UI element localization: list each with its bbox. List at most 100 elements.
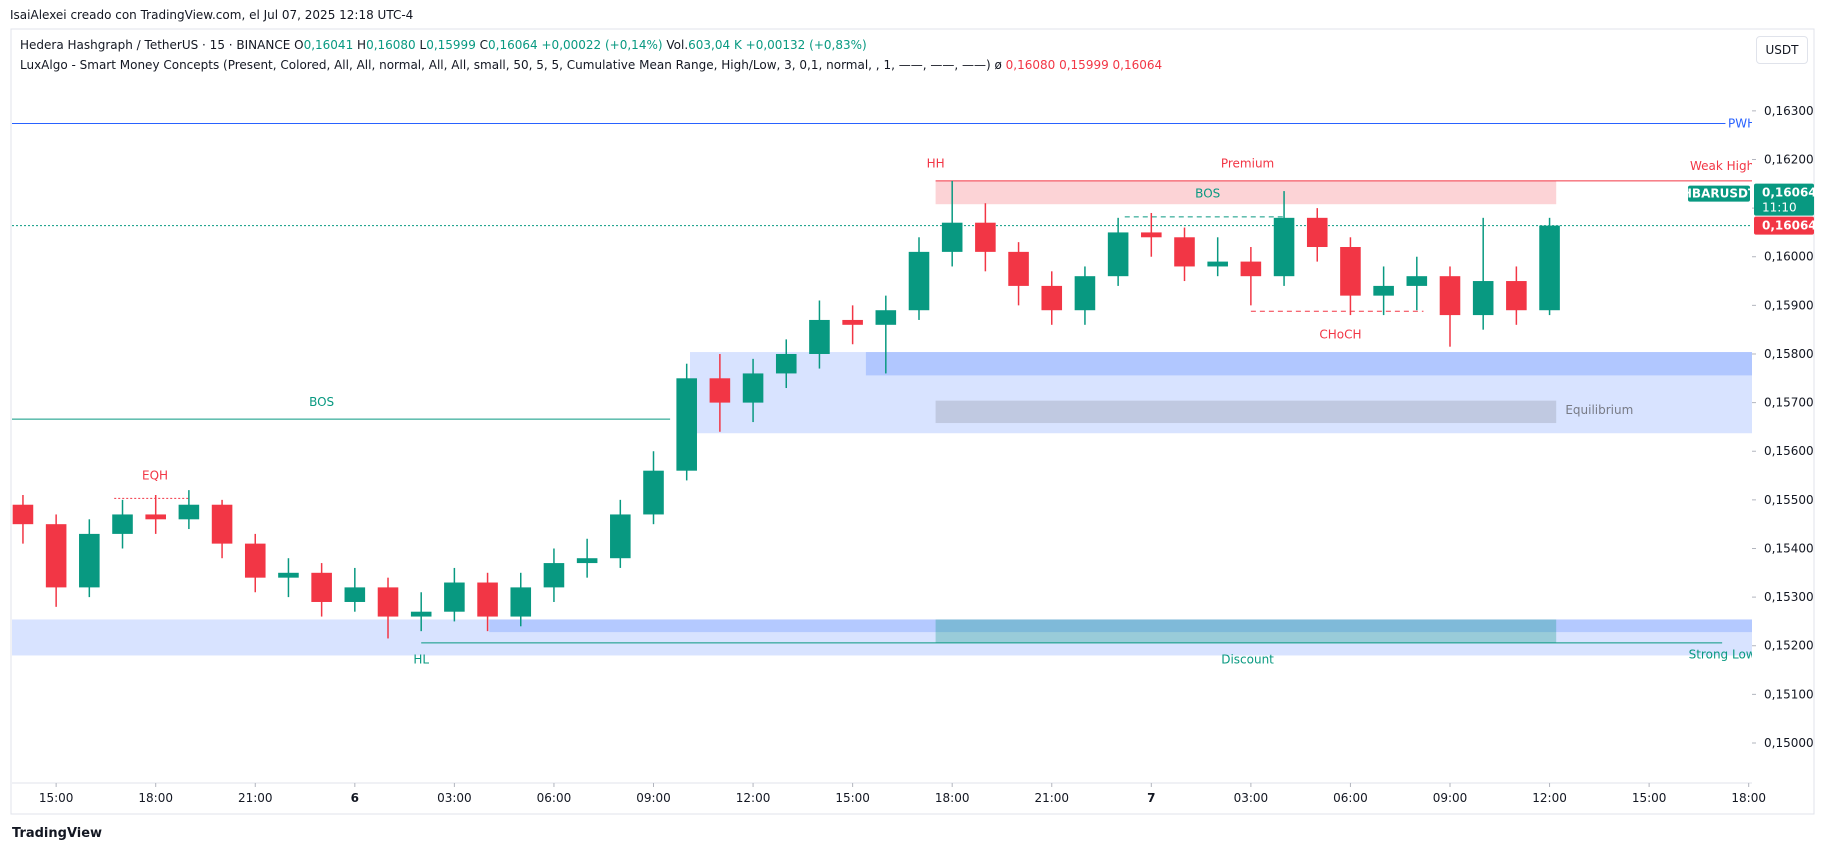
candle-body: [1373, 285, 1394, 296]
annotation: Discount: [1221, 652, 1274, 666]
candle-body: [278, 572, 299, 578]
candle-body: [1174, 237, 1195, 267]
y-tick-label: 0,15500: [1764, 493, 1814, 507]
change: +0,00022 (+0,14%): [541, 38, 663, 52]
x-tick-label: 18:00: [935, 791, 970, 805]
indicator-name: LuxAlgo - Smart Money Concepts (Present,…: [20, 58, 991, 72]
zone: [865, 352, 1752, 376]
candle-body: [543, 563, 565, 588]
candle-body: [145, 514, 166, 520]
candle-body: [1539, 225, 1560, 311]
ohlc-value: 0,16064: [488, 38, 538, 52]
price-tag: [1754, 183, 1814, 216]
annotation: EQH: [142, 469, 168, 483]
zone: [690, 352, 1752, 434]
candle-body: [1074, 276, 1096, 311]
candle-body: [410, 611, 432, 617]
ohlc-key: L: [419, 38, 427, 52]
x-tick-label: 06:00: [1333, 791, 1368, 805]
x-tick-label: 21:00: [238, 791, 273, 805]
symbol-legend: Hedera Hashgraph / TetherUS · 15 · BINAN…: [20, 38, 867, 52]
zone: [12, 619, 1752, 656]
ohlc-key: O: [294, 38, 304, 52]
x-tick-label: 12:00: [1532, 791, 1567, 805]
x-tick-label: 09:00: [636, 791, 671, 805]
y-tick-label: 0,15300: [1764, 590, 1814, 604]
ohlc-values: O0,16041 H0,16080 L0,15999 C0,16064: [294, 38, 541, 52]
zone: [489, 619, 1752, 633]
annotation: Strong Low: [1689, 647, 1756, 661]
candle-body: [79, 533, 100, 588]
candle-body: [45, 524, 67, 588]
x-tick-label: 03:00: [437, 791, 472, 805]
y-tick-label: 0,15600: [1764, 444, 1814, 458]
candle-body: [775, 353, 797, 374]
y-tick-label: 0,15000: [1764, 736, 1814, 750]
candle-body: [610, 514, 631, 559]
price-tag-text: 0,16064: [1762, 186, 1817, 200]
x-tick-label: 06:00: [537, 791, 572, 805]
candle-body: [1008, 251, 1029, 286]
x-tick-label: 18:00: [138, 791, 173, 805]
symbol-tag-text: HBARUSDT: [1682, 187, 1757, 201]
x-tick-label: 12:00: [736, 791, 771, 805]
candle-body: [1273, 217, 1295, 277]
y-tick-label: 0,16200: [1764, 152, 1814, 166]
indicator-legend: LuxAlgo - Smart Money Concepts (Present,…: [20, 58, 1162, 72]
y-tick-label: 0,15700: [1764, 396, 1814, 410]
candle-body: [1041, 285, 1063, 311]
candle-body: [1406, 276, 1428, 286]
symbol-tag: [1688, 185, 1750, 202]
indicator-symbol: ø: [994, 58, 1002, 72]
candle-body: [211, 504, 233, 544]
candle-body: [1141, 232, 1162, 238]
candle-body: [676, 378, 697, 471]
y-tick-label: 0,16000: [1764, 250, 1814, 264]
candle-body: [477, 582, 498, 617]
annotation: Weak High: [1690, 159, 1754, 173]
symbol-title: Hedera Hashgraph / TetherUS · 15 · BINAN…: [20, 38, 291, 52]
annotation: Premium: [1221, 156, 1274, 170]
candle-body: [975, 222, 996, 252]
x-tick-label: 6: [351, 791, 359, 805]
ohlc-value: 0,15999: [426, 38, 476, 52]
x-tick-label: 15:00: [39, 791, 74, 805]
x-tick-label: 09:00: [1433, 791, 1468, 805]
indicator-price-text: 0,16064: [1762, 219, 1817, 233]
x-tick-label: 7: [1147, 791, 1155, 805]
footer-logo: TradingView: [12, 826, 103, 841]
candle-body: [311, 572, 332, 602]
candle-body: [842, 319, 863, 325]
y-tick-label: 0,15400: [1764, 541, 1814, 555]
ohlc-value: 0,16080: [366, 38, 416, 52]
annotation: PWH: [1728, 116, 1756, 130]
candle-body: [875, 310, 897, 325]
ohlc-key: H: [357, 38, 367, 52]
y-tick-label: 0,15200: [1764, 639, 1814, 653]
ohlc-key: C: [479, 38, 489, 52]
candle-body: [344, 587, 366, 602]
plot-area: BOS EQH HL Discount Strong Low HH Premium Weak …: [12, 116, 1756, 666]
indicator-values: 0,16080 0,15999 0,16064: [1006, 58, 1163, 72]
y-tick-label: 0,15800: [1764, 347, 1814, 361]
indicator-value: 0,15999: [1059, 58, 1109, 72]
candle-body: [377, 587, 399, 617]
indicator-price-tag: [1754, 216, 1814, 235]
indicator-value: 0,16064: [1112, 58, 1163, 72]
candle-body: [510, 587, 532, 617]
x-tick-label: 15:00: [1632, 791, 1667, 805]
candle-body: [1340, 247, 1361, 296]
currency-button[interactable]: USDT: [1756, 36, 1808, 64]
x-tick-label: 15:00: [835, 791, 870, 805]
countdown: 11:10: [1762, 201, 1797, 215]
annotation: HH: [927, 156, 945, 170]
annotation: HL: [413, 652, 429, 666]
annotation: BOS: [1195, 187, 1220, 201]
candle-body: [178, 504, 200, 520]
y-tick-label: 0,15900: [1764, 298, 1814, 312]
pane-border: [10, 28, 1815, 815]
candle-body: [1439, 276, 1461, 316]
x-tick-label: 18:00: [1731, 791, 1766, 805]
